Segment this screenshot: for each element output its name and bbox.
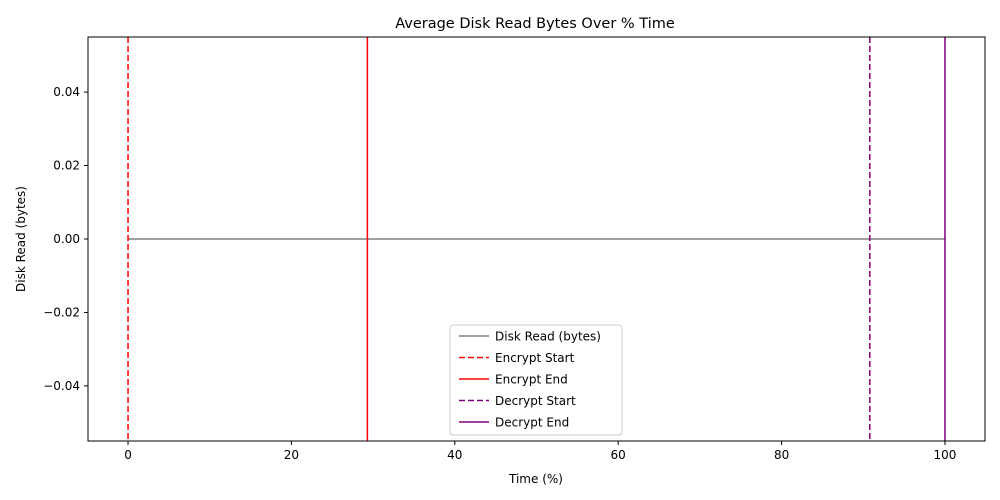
y-tick-label: 0.04	[53, 85, 80, 99]
legend-label: Decrypt End	[495, 416, 569, 430]
x-tick-label: 80	[774, 448, 789, 462]
y-axis-label: Disk Read (bytes)	[14, 186, 28, 292]
y-tick-label: 0.00	[53, 232, 80, 246]
legend-label: Encrypt End	[495, 373, 568, 387]
legend: Disk Read (bytes) Encrypt Start Encrypt En…	[449, 324, 623, 436]
x-tick-label: 40	[447, 448, 462, 462]
y-tick-label: −0.04	[43, 379, 80, 393]
x-tick-label: 20	[284, 448, 299, 462]
x-axis: 0 20 40 60 80 100	[124, 441, 956, 462]
plot-area	[127, 37, 946, 441]
legend-label: Encrypt Start	[495, 351, 575, 365]
legend-box	[449, 324, 623, 436]
legend-label: Decrypt Start	[495, 394, 576, 408]
y-axis: −0.04 −0.02 0.00 0.02 0.04	[43, 85, 88, 393]
chart-title: Average Disk Read Bytes Over % Time	[395, 16, 675, 32]
x-tick-label: 100	[934, 448, 957, 462]
y-tick-label: 0.02	[53, 159, 80, 173]
y-tick-label: −0.02	[43, 305, 80, 319]
legend-label: Disk Read (bytes)	[495, 330, 601, 344]
x-tick-label: 0	[124, 448, 132, 462]
x-tick-label: 60	[611, 448, 626, 462]
x-axis-label: Time (%)	[508, 472, 563, 486]
